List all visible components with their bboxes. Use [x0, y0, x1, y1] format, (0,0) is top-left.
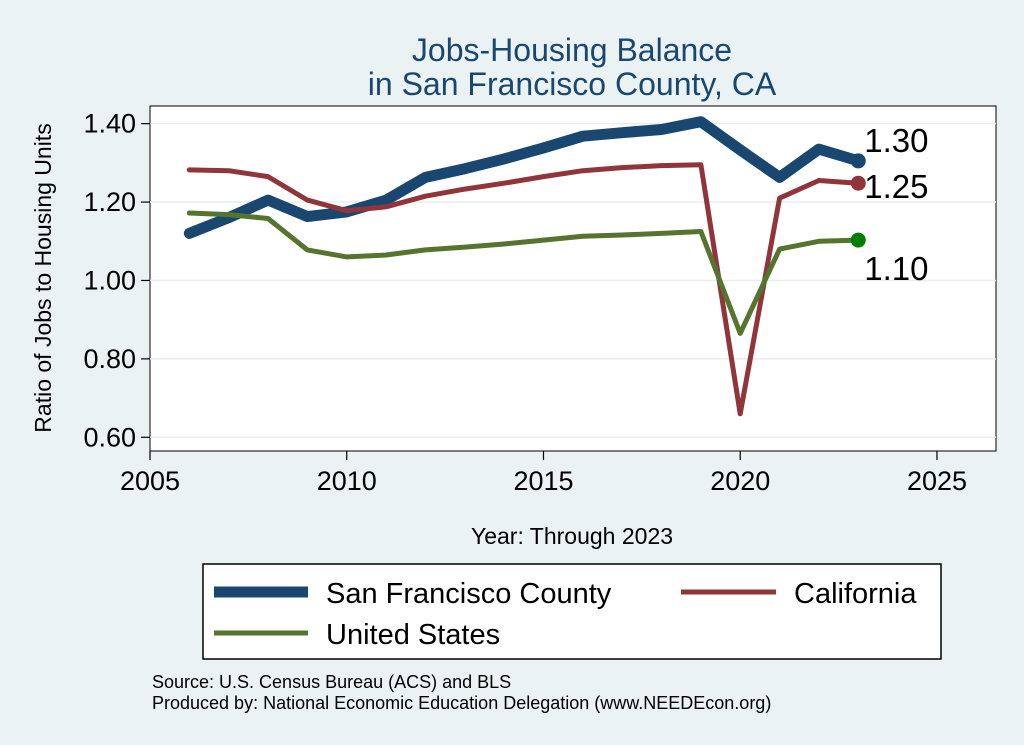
x-tick-label: 2015 — [513, 466, 573, 496]
end-marker-san-francisco — [850, 153, 866, 169]
series-line-san-francisco — [183, 116, 864, 239]
legend: San Francisco County California United S… — [202, 563, 942, 660]
y-tick-label: 1.20 — [83, 187, 136, 217]
end-label-san-francisco: 1.30 — [864, 122, 928, 159]
y-axis-label: Ratio of Jobs to Housing Units — [30, 123, 56, 432]
end-label-united-states: 1.10 — [864, 250, 928, 287]
y-tick-label: 0.80 — [83, 344, 136, 374]
chart-subtitle: in San Francisco County, CA — [368, 66, 777, 102]
end-marker-california — [850, 175, 866, 191]
series-lines — [183, 116, 864, 417]
end-labels: 1.30 1.25 1.10 — [864, 122, 928, 287]
series-line-california — [186, 162, 861, 417]
gridlines — [150, 122, 996, 439]
producer-note: Produced by: National Economic Education… — [152, 693, 771, 713]
x-tick-label: 2005 — [120, 466, 180, 496]
y-tick-label: 0.60 — [83, 422, 136, 452]
x-tick-label: 2010 — [317, 466, 377, 496]
x-tick-label: 2025 — [907, 466, 967, 496]
chart-title: Jobs-Housing Balance — [412, 32, 732, 68]
x-tick-label: 2020 — [710, 466, 770, 496]
end-markers — [850, 153, 866, 248]
legend-label-california: California — [794, 578, 917, 610]
end-marker-united-states — [850, 232, 866, 248]
series-line-united-states — [186, 210, 861, 336]
legend-label-san-francisco: San Francisco County — [326, 578, 612, 610]
x-axis: 2005 2010 2015 2020 2025 — [120, 451, 967, 496]
y-tick-label: 1.40 — [83, 109, 136, 139]
end-label-california: 1.25 — [864, 168, 928, 205]
source-note: Source: U.S. Census Bureau (ACS) and BLS — [152, 672, 511, 692]
x-axis-label: Year: Through 2023 — [471, 523, 673, 549]
y-tick-label: 1.00 — [83, 265, 136, 295]
legend-box — [202, 563, 942, 660]
legend-label-united-states: United States — [326, 619, 500, 651]
y-axis: 0.60 0.80 1.00 1.20 1.40 — [83, 109, 150, 452]
